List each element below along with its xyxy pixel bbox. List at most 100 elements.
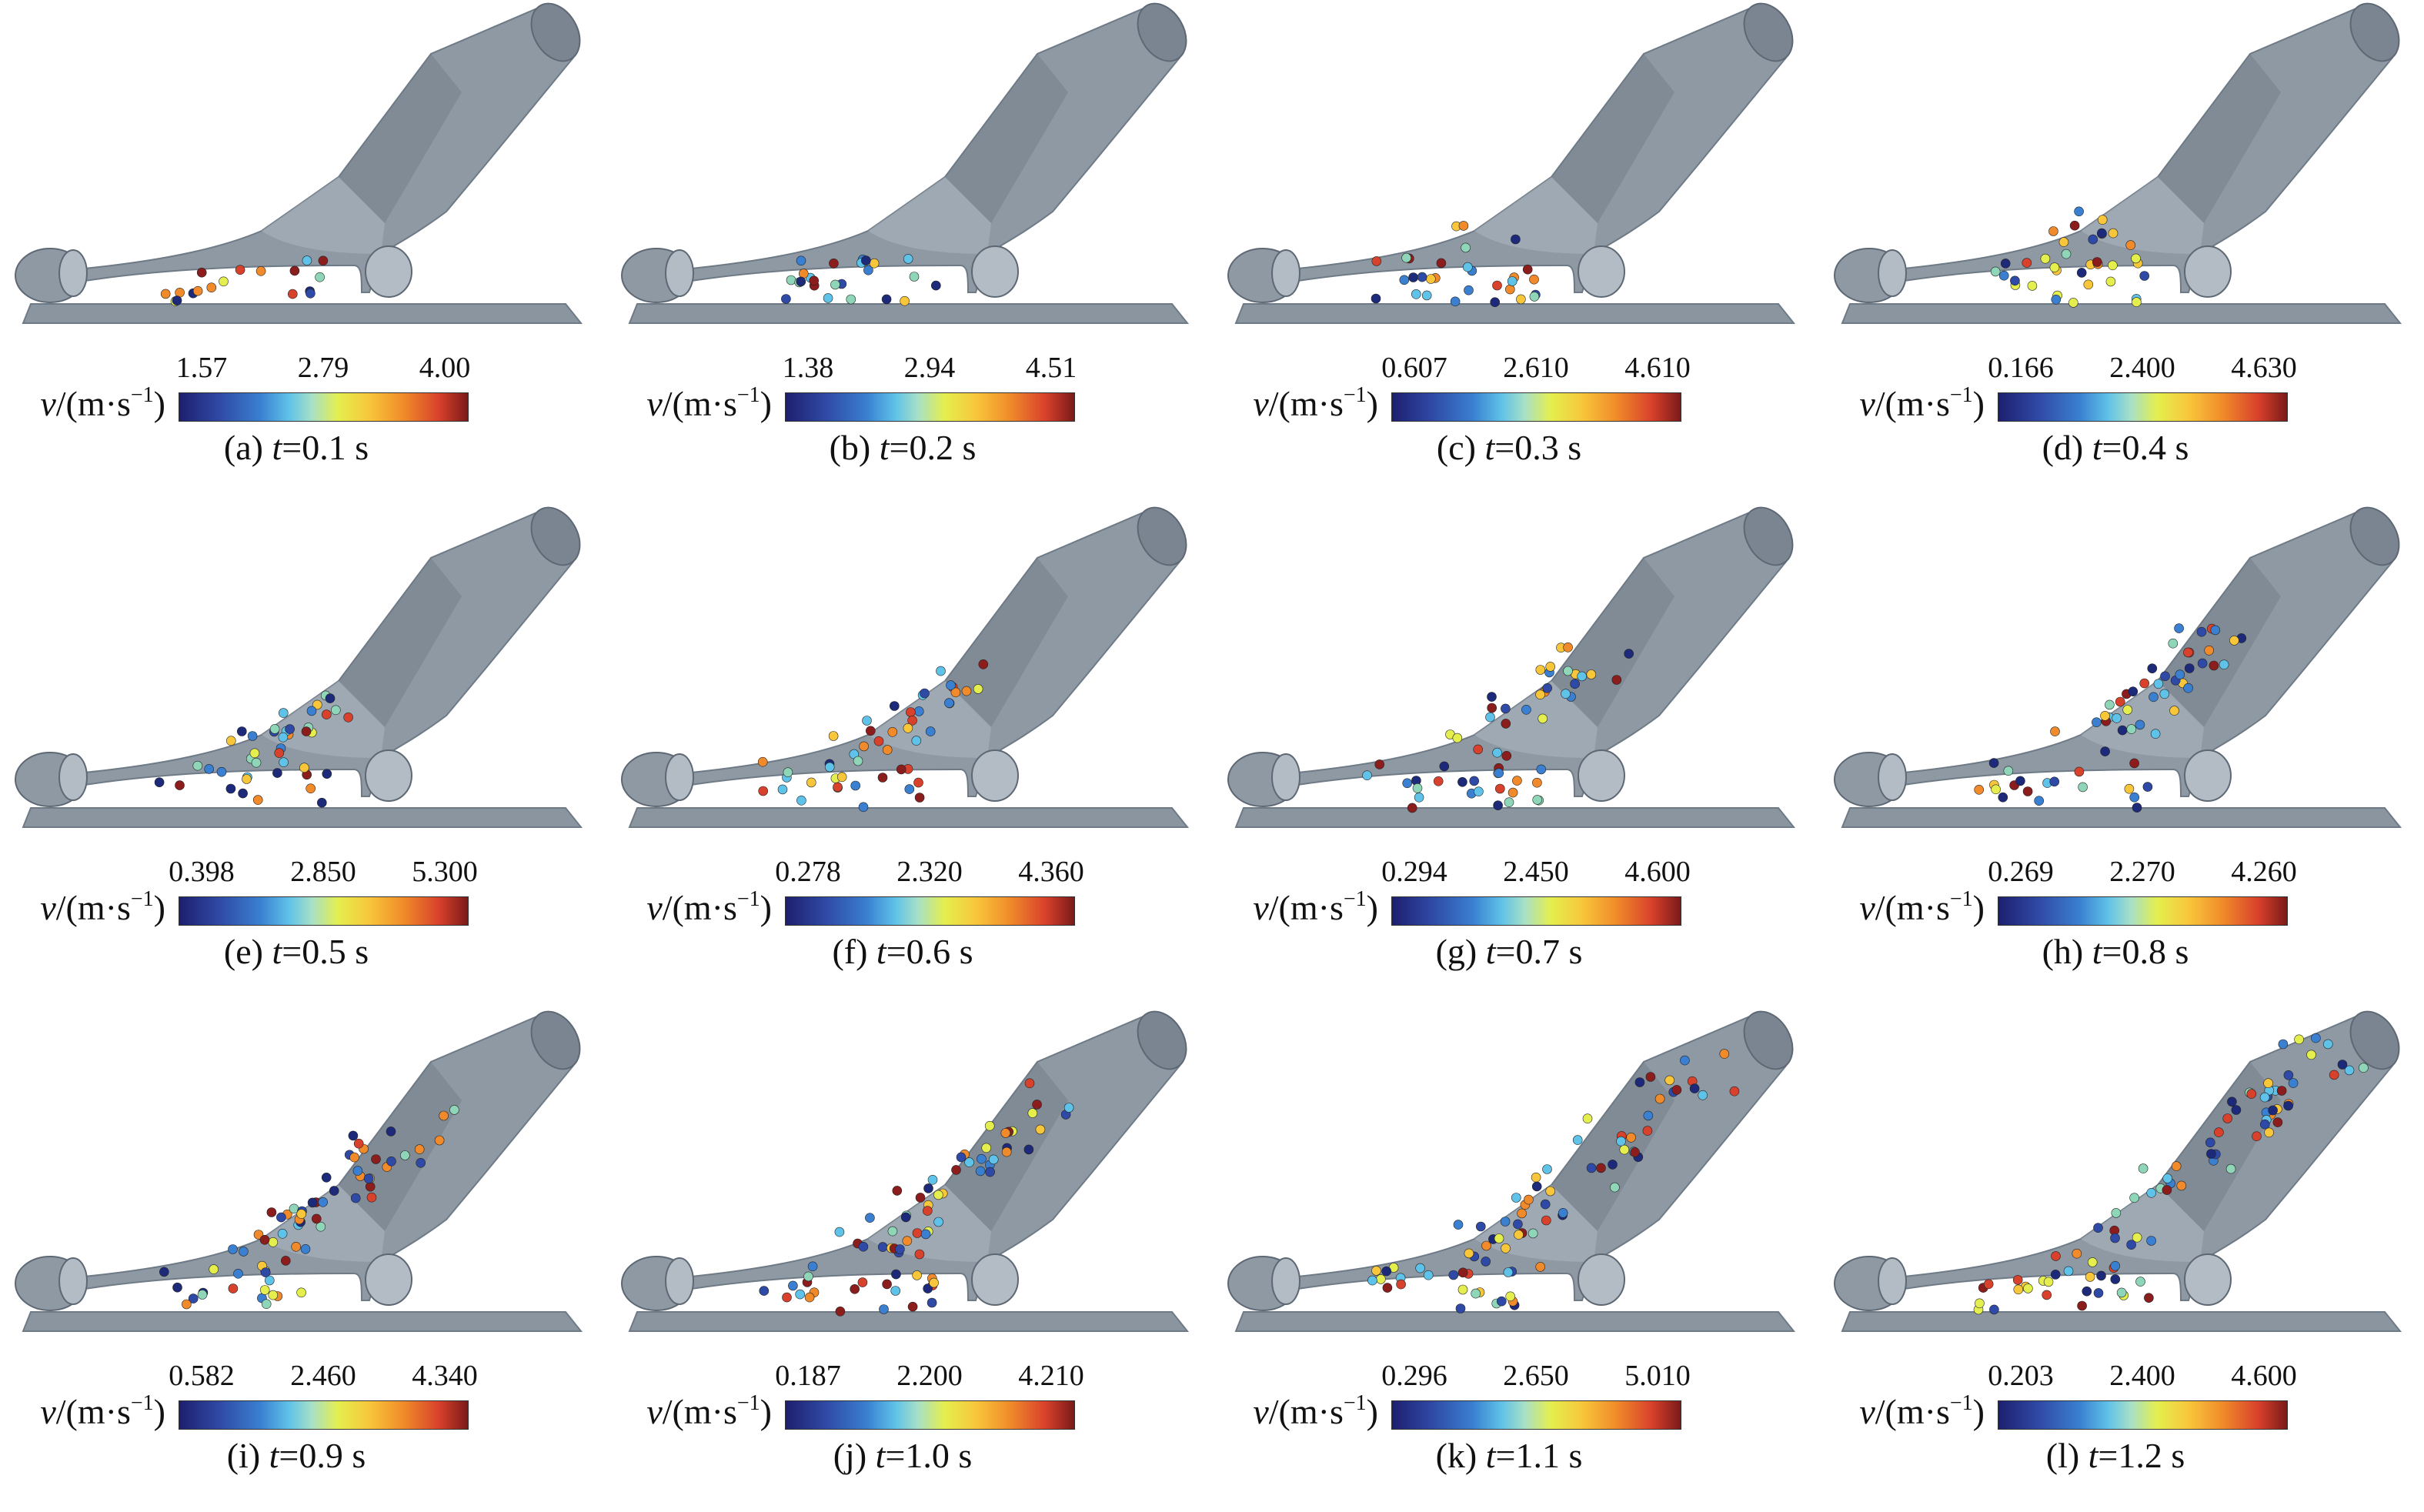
particle-dot [2283,1100,2293,1111]
particle-dot [920,688,930,699]
colorbar-gradient [1998,1400,2288,1430]
particle-dot [830,279,840,290]
particle-dot [900,1212,911,1223]
ground-plate [1841,807,2402,828]
suction-duct [640,510,1181,797]
particle-dot [1516,294,1526,305]
particle-dot [2184,663,2195,673]
particle-dot [903,723,913,733]
particle-dot [1540,1199,1551,1210]
panel-letter: (f) [832,932,868,971]
particle-dot [276,1212,286,1223]
particle-dot [2015,776,2025,786]
particle-dot [925,726,936,736]
time-symbol: t [2088,1436,2098,1475]
simulation-panel-i: v/(m·s−1) 0.582 2.460 4.340 (i) t=0.9 s [0,1008,593,1512]
particle-dot [2219,659,2229,669]
particle-dot [804,1292,815,1303]
particle-dot [2276,1086,2287,1096]
particle-dot [2049,262,2060,272]
particle-dot [877,1242,888,1252]
particle-dot [247,731,258,741]
particle-dot [2183,683,2193,693]
particle-dot [1492,280,1502,291]
panel-caption: (i) t=0.9 s [0,1435,593,1476]
left-roller-face [665,753,694,801]
particle-dot [2176,1180,2187,1191]
particle-dot [1611,675,1622,685]
colorbar-label: v/(m·s−1) [646,887,772,927]
particle-dot [192,285,203,296]
particle-dot [2288,1078,2299,1088]
particle-dot [1563,643,1573,653]
velocity-colorbar: v/(m·s−1) 0.398 2.850 5.300 [0,843,593,973]
particle-dot [2132,1232,2142,1243]
particle-dot [2076,268,2087,278]
suction-duct [1247,6,1788,293]
particle-dot [890,1286,901,1296]
particle-dot [873,736,884,746]
particle-dot [1511,234,1521,245]
left-roller-face [1878,753,1907,801]
particle-dot [1501,703,1511,714]
particle-dot [2197,658,2208,669]
colorbar-mid: 2.450 [1503,856,1569,888]
particle-dot [2160,671,2170,682]
particle-dot [904,784,915,794]
particle-dot [2010,275,2020,286]
particle-dot [859,741,869,752]
particle-dot [1436,258,1447,269]
left-roller-face [1271,753,1300,801]
particle-dot [2175,669,2185,679]
particle-dot [1487,703,1497,713]
particle-dot [278,732,289,743]
particle-dot [316,797,327,808]
particle-dot [2204,646,2215,656]
right-roller [971,749,1019,802]
particle-dot [315,272,325,282]
suction-duct [34,510,575,797]
duct-outlet [1137,2,1187,62]
duct-outlet [1137,1010,1187,1070]
particle-dot [809,275,820,286]
particle-dot [1989,1304,1999,1315]
colorbar-mid: 2.650 [1503,1360,1569,1392]
colorbar-mid: 2.460 [290,1360,356,1392]
particle-dot [1423,1270,1434,1280]
particle-dot [2311,1033,2321,1043]
particle-dot [329,1186,339,1196]
particle-dot [879,1304,889,1314]
particle-dot [350,1193,361,1203]
particle-dot [449,1105,459,1115]
particle-dot [439,1110,449,1121]
panel-letter: (i) [226,1436,261,1475]
particle-dot [1522,264,1533,275]
colorbar-mid: 2.400 [2109,352,2175,384]
time-symbol: t [879,428,890,467]
particle-dot [2129,1193,2139,1203]
particle-dot [1464,285,1474,295]
duct-outlet [530,506,581,566]
particle-dot [2069,220,2080,231]
particle-scene [15,1010,583,1332]
particle-dot [1474,786,1484,797]
particle-dot [2206,1149,2216,1159]
particle-dot [2022,786,2033,796]
particle-dot [887,726,898,737]
particle-dot [2013,1284,2024,1295]
particle-dot [834,1227,845,1237]
colorbar-min: 0.296 [1381,1360,1447,1392]
particle-dot [1371,1266,1381,1276]
particle-dot [858,1241,869,1252]
time-symbol: t [1485,932,1496,971]
particle-dot [1536,764,1547,775]
particle-dot [829,258,839,269]
particle-dot [1671,1085,1682,1095]
particle-cloud [1362,643,1634,813]
particle-dot [1535,1262,1546,1272]
particle-dot [366,1192,377,1203]
particle-dot [877,773,888,783]
particle-dot [922,1206,933,1216]
particle-dot [1610,1182,1620,1193]
particle-dot [891,1269,901,1280]
